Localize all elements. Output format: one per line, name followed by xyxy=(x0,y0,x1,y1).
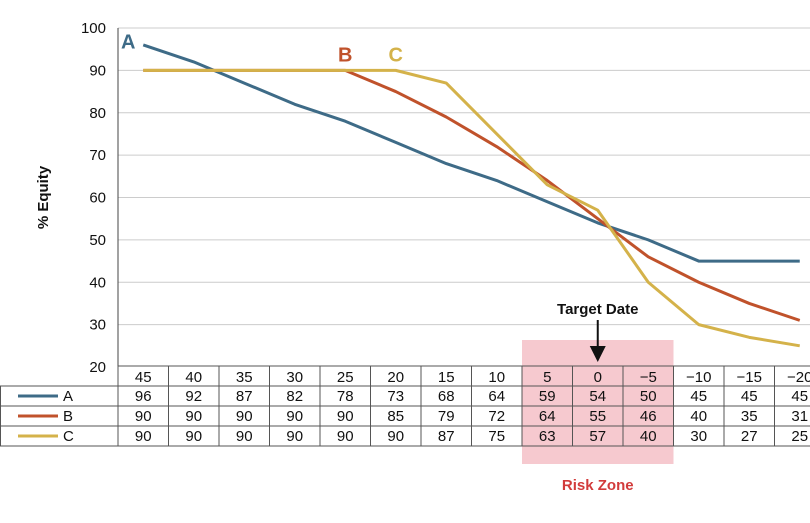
table-cell: 87 xyxy=(438,428,455,445)
risk-zone-label: Risk Zone xyxy=(562,477,634,494)
table-cell: 31 xyxy=(791,408,808,425)
table-cell: 72 xyxy=(488,408,505,425)
table-cell: 40 xyxy=(690,408,707,425)
table-cell: 90 xyxy=(387,428,404,445)
series-line-a xyxy=(142,43,800,263)
table-cell: 40 xyxy=(640,428,657,445)
table-cell: 46 xyxy=(640,408,657,425)
y-tick-label: 70 xyxy=(89,147,106,164)
x-tick-label: 5 xyxy=(543,369,551,386)
x-tick-label: −15 xyxy=(737,369,762,386)
table-cell: 27 xyxy=(741,428,758,445)
x-tick-label: −20 xyxy=(787,369,810,386)
table-cell: 59 xyxy=(539,388,556,405)
curve-label-c: C xyxy=(389,44,403,66)
x-tick-label: 35 xyxy=(236,369,253,386)
y-tick-label: 30 xyxy=(89,317,106,334)
table-cell: 85 xyxy=(387,408,404,425)
x-tick-label: −5 xyxy=(640,369,657,386)
table-cell: 45 xyxy=(741,388,758,405)
table-cell: 25 xyxy=(791,428,808,445)
table-cell: 90 xyxy=(337,428,354,445)
table-cell: 78 xyxy=(337,388,354,405)
table-cell: 75 xyxy=(488,428,505,445)
y-tick-label: 20 xyxy=(89,359,106,376)
table-cell: 57 xyxy=(589,428,606,445)
table-cell: 90 xyxy=(135,408,152,425)
table-cell: 55 xyxy=(589,408,606,425)
table-cell: 90 xyxy=(185,428,202,445)
table-cell: 82 xyxy=(286,388,303,405)
table-cell: 64 xyxy=(539,408,556,425)
x-tick-label: 25 xyxy=(337,369,354,386)
table-cell: 90 xyxy=(286,408,303,425)
table-cell: 45 xyxy=(690,388,707,405)
y-tick-label: 90 xyxy=(89,62,106,79)
table-cell: 96 xyxy=(135,388,152,405)
table-cell: 35 xyxy=(741,408,758,425)
y-axis-title: % Equity xyxy=(35,165,52,229)
y-tick-label: 80 xyxy=(89,105,106,122)
curve-label-a: A xyxy=(121,32,135,54)
x-tick-label: 20 xyxy=(387,369,404,386)
x-tick-label: 30 xyxy=(286,369,303,386)
table-cell: 64 xyxy=(488,388,505,405)
x-tick-label: 10 xyxy=(488,369,505,386)
table-cell: 79 xyxy=(438,408,455,425)
y-tick-label: 100 xyxy=(81,20,106,37)
table-cell: 90 xyxy=(135,428,152,445)
x-tick-label: 45 xyxy=(135,369,152,386)
table-cell: 68 xyxy=(438,388,455,405)
target-date-arrow-head xyxy=(589,346,606,362)
table-cell: 90 xyxy=(236,408,253,425)
target-date-label: Target Date xyxy=(557,301,638,318)
y-tick-label: 60 xyxy=(89,190,106,207)
row-label-b: B xyxy=(63,408,73,425)
row-label-c: C xyxy=(63,428,74,445)
table-cell: 45 xyxy=(791,388,808,405)
row-label-a: A xyxy=(63,388,73,405)
x-tick-label: 0 xyxy=(594,369,602,386)
x-tick-label: −10 xyxy=(686,369,711,386)
table-cell: 73 xyxy=(387,388,404,405)
table-cell: 63 xyxy=(539,428,556,445)
table-cell: 90 xyxy=(286,428,303,445)
curve-label-b: B xyxy=(338,44,352,66)
table-cell: 90 xyxy=(337,408,354,425)
table-cell: 50 xyxy=(640,388,657,405)
x-tick-label: 40 xyxy=(185,369,202,386)
table-cell: 90 xyxy=(236,428,253,445)
table-cell: 54 xyxy=(589,388,606,405)
x-tick-label: 15 xyxy=(438,369,455,386)
table-cell: 90 xyxy=(185,408,202,425)
table-cell: 30 xyxy=(690,428,707,445)
table-cell: 92 xyxy=(185,388,202,405)
y-tick-label: 50 xyxy=(89,232,106,249)
series-line-c xyxy=(143,68,800,348)
y-tick-label: 40 xyxy=(89,274,106,291)
table-cell: 87 xyxy=(236,388,253,405)
